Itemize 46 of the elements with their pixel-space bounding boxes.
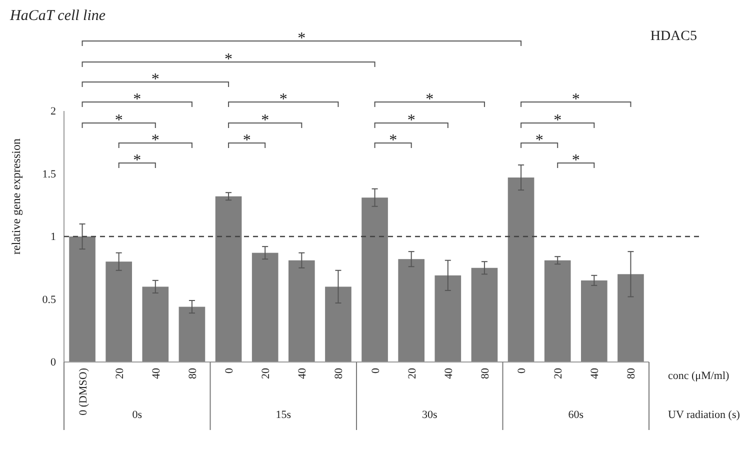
y-tick-label: 2: [50, 106, 56, 118]
text: *: [151, 71, 160, 88]
y-tick-label: 0.5: [42, 294, 56, 306]
x-tick-label: 80: [626, 368, 638, 379]
chart-subtitle: HDAC5: [650, 29, 697, 44]
text: *: [298, 30, 306, 47]
annotation: *: [554, 112, 562, 129]
x-tick-label: 0 (DMSO): [77, 368, 90, 416]
x-tick-label: 40: [589, 368, 602, 379]
x-tick-label: 40: [296, 368, 309, 379]
annotation: *: [261, 112, 270, 129]
x-tick-label: 20: [406, 368, 418, 379]
x-axis-title: conc (μM/ml): [668, 370, 730, 382]
x-tick-label: 80: [479, 368, 492, 379]
y-tick-label: 1.5: [42, 168, 56, 180]
annotation: *: [389, 132, 398, 149]
x-tick-label: 80: [333, 368, 346, 379]
x-tick-label: 20: [260, 368, 272, 379]
text: 30s: [422, 409, 438, 421]
x-tick-label: 0: [224, 368, 236, 374]
text: *: [224, 51, 233, 68]
text: 0s: [132, 409, 142, 421]
annotation: *: [572, 152, 580, 169]
chart-title: HaCaT cell line: [9, 8, 106, 24]
text: 60s: [568, 409, 584, 421]
x-tick-label: 40: [442, 368, 455, 379]
x-tick-label: 80: [186, 368, 199, 379]
text: 15s: [276, 409, 292, 421]
x-tick-label: 40: [150, 368, 162, 379]
text: *: [426, 91, 434, 108]
y-axis-title: relative gene expression: [9, 138, 23, 254]
annotation: *: [242, 132, 251, 149]
text: *: [279, 91, 288, 108]
annotation: *: [133, 152, 142, 169]
text: UV radiation (s): [668, 409, 740, 421]
annotation: *: [151, 132, 160, 149]
x-tick-label: 0: [516, 368, 528, 374]
annotation: *: [535, 132, 544, 149]
y-tick-label: 1: [50, 231, 56, 244]
x-tick-label: 20: [552, 368, 565, 379]
x-tick-label: 0: [370, 368, 382, 374]
annotation: *: [407, 112, 416, 129]
text: *: [572, 91, 580, 108]
annotation: *: [114, 112, 123, 129]
text: *: [133, 91, 142, 108]
x-tick-label: 20: [114, 368, 126, 379]
